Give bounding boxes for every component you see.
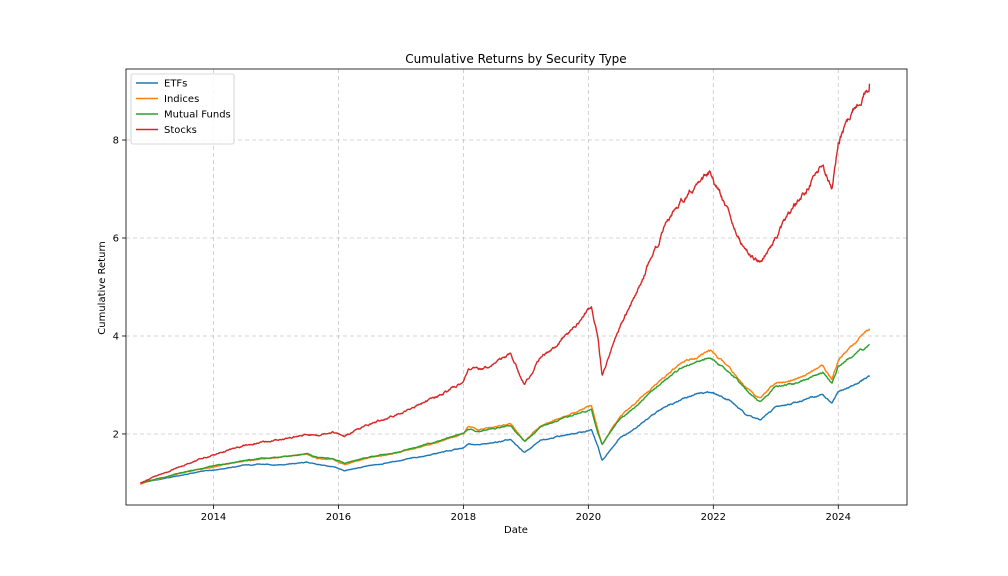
- legend-label: ETFs: [164, 79, 187, 90]
- legend-box: [130, 73, 235, 145]
- x-tick-label: 2018: [451, 512, 476, 523]
- series-line-indices: [140, 328, 871, 485]
- x-tick-label: 2022: [701, 512, 726, 523]
- x-tick-label: 2014: [201, 512, 226, 523]
- y-tick-label: 4: [113, 331, 119, 342]
- legend-label: Stocks: [164, 125, 197, 136]
- series-line-stocks: [140, 83, 871, 484]
- plot-frame: [125, 68, 908, 506]
- x-tick-label: 2020: [576, 512, 601, 523]
- x-tick-label: 2016: [326, 512, 351, 523]
- series-line-mutual-funds: [140, 343, 870, 485]
- legend: ETFs Indices Mutual Funds Stocks: [130, 73, 235, 145]
- y-axis-label: Cumulative Return: [97, 241, 108, 334]
- chart-title: Cumulative Returns by Security Type: [405, 52, 626, 66]
- x-tick-label: 2024: [826, 512, 851, 523]
- legend-label: Mutual Funds: [164, 110, 231, 121]
- series-line-etfs: [140, 375, 871, 484]
- legend-label: Indices: [164, 94, 199, 105]
- y-tick-label: 8: [113, 136, 119, 147]
- ticks: 2014 2016 2018 2020 2022 2024 2 4 6 8: [113, 136, 851, 523]
- series-layer: [140, 83, 871, 485]
- y-tick-label: 6: [113, 234, 119, 245]
- x-axis-label: Date: [504, 525, 528, 536]
- y-tick-label: 2: [113, 429, 119, 440]
